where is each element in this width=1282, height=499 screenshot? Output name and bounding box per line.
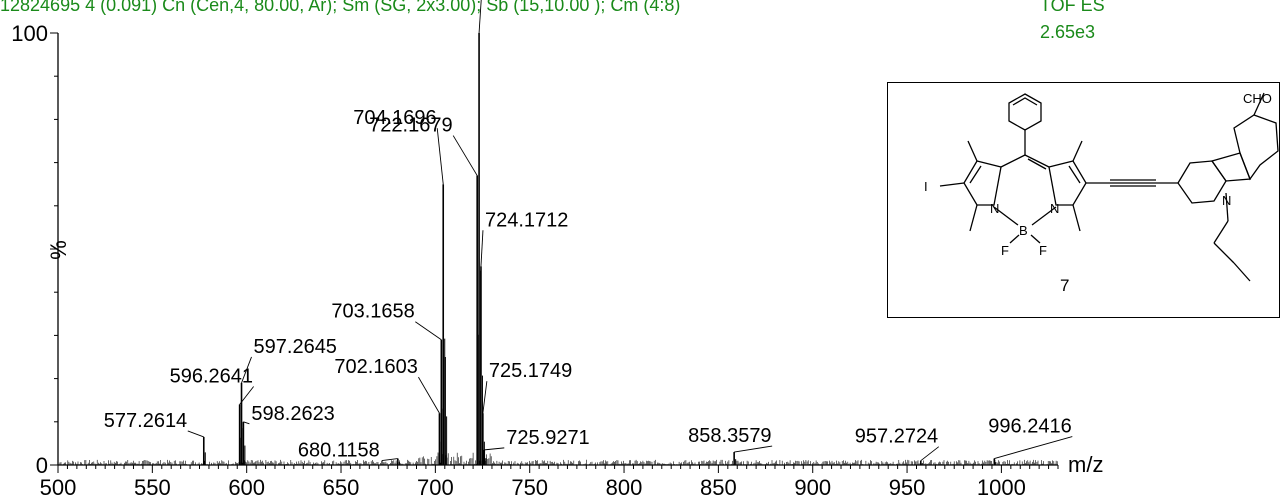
x-tick-label: 850	[700, 475, 737, 499]
spectrum-intensity-label: 2.65e3	[1040, 22, 1096, 42]
atom-label-nitrogen-left: N	[990, 201, 999, 216]
peak-label-leader	[243, 421, 250, 425]
compound-number: 7	[1060, 276, 1069, 295]
x-tick-label: 750	[511, 475, 548, 499]
peak-label-leader	[415, 321, 442, 341]
y-tick-label: 100	[11, 21, 48, 46]
peak-label-leader	[436, 128, 444, 185]
peak-label-leader	[920, 446, 940, 462]
spectrum-trace	[59, 33, 1058, 465]
peak-label: 598.2623	[251, 403, 334, 425]
atom-label-aldehyde: CHO	[1243, 91, 1272, 106]
peak-label: 597.2645	[254, 336, 337, 358]
left-pyrrole	[963, 160, 1002, 206]
peak-label-leader	[418, 376, 440, 414]
atom-label-fluorine-right: F	[1039, 243, 1047, 258]
peak-label-leader	[734, 445, 773, 453]
carbazole-center-ring	[1210, 152, 1251, 182]
peak-label: 722.1679	[369, 115, 452, 137]
peak-label: 957.2724	[855, 426, 938, 448]
phenyl-ring	[1008, 93, 1042, 131]
y-tick-label: 0	[36, 453, 48, 478]
peak-label-leader	[239, 386, 254, 405]
atom-label-fluorine-left: F	[1001, 243, 1009, 258]
peak-label: 577.2614	[104, 410, 187, 432]
x-axis-label: m/z	[1068, 452, 1103, 477]
peak-label-leader	[994, 436, 1073, 459]
spectrum-noise	[59, 452, 1058, 465]
peak-label-leader	[480, 230, 484, 267]
x-tick-label: 650	[323, 475, 360, 499]
peak-label-leader	[478, 0, 482, 34]
peak-label: 680.1158	[298, 440, 380, 462]
peak-label: 725.1749	[489, 360, 572, 382]
spectrum-mode-label: TOF ES	[1040, 0, 1105, 15]
x-tick-label: 900	[794, 475, 831, 499]
peak-label-leader	[241, 356, 252, 384]
y-axis-label: %	[46, 240, 71, 260]
peak-label: 996.2416	[988, 416, 1071, 438]
peak-label: 702.1603	[334, 356, 417, 378]
atom-label-iodine: I	[924, 179, 928, 194]
phenyl-double-bond	[1012, 97, 1038, 106]
peak-label: 704.1696	[353, 107, 436, 129]
x-tick-label: 550	[134, 475, 171, 499]
peak-label-leader	[452, 135, 478, 176]
x-tick-label: 600	[228, 475, 265, 499]
x-tick-label: 950	[889, 475, 926, 499]
x-tick-label: 1000	[977, 475, 1026, 499]
peak-label-leader	[484, 447, 505, 451]
peak-label: 858.3579	[688, 425, 771, 447]
x-tick-label: 800	[606, 475, 643, 499]
peak-label: 596.2641	[170, 366, 253, 388]
carbazole-right-ring	[1233, 114, 1279, 181]
peak-label-leader	[381, 458, 398, 461]
chemical-structure-inset: I N N B F F N CHO 7	[887, 82, 1280, 318]
peak-label-leader	[482, 381, 488, 414]
x-tick-label: 700	[417, 475, 454, 499]
peak-label-leader	[187, 430, 204, 438]
atom-label-boron: B	[1019, 223, 1028, 238]
peak-label: 724.1712	[485, 209, 568, 231]
chart-axes: 500 550 600 650 700 750 800 850 900 950 1000 0 100	[11, 21, 1059, 499]
spectrum-header-info: 12824695 4 (0.091) Cn (Cen,4, 80.00, Ar)…	[0, 0, 681, 15]
x-tick-label: 500	[40, 475, 77, 499]
right-pyrrole	[1048, 160, 1087, 206]
atom-label-nitrogen-carbazole: N	[1222, 193, 1231, 208]
atom-label-nitrogen-right: N	[1050, 201, 1059, 216]
peak-label: 703.1658	[331, 301, 414, 323]
bodipy-carbazole-structure: I N N B F F N CHO 7	[924, 91, 1279, 295]
peak-label: 725.9271	[506, 427, 589, 449]
carbazole-left-ring	[1177, 160, 1227, 204]
